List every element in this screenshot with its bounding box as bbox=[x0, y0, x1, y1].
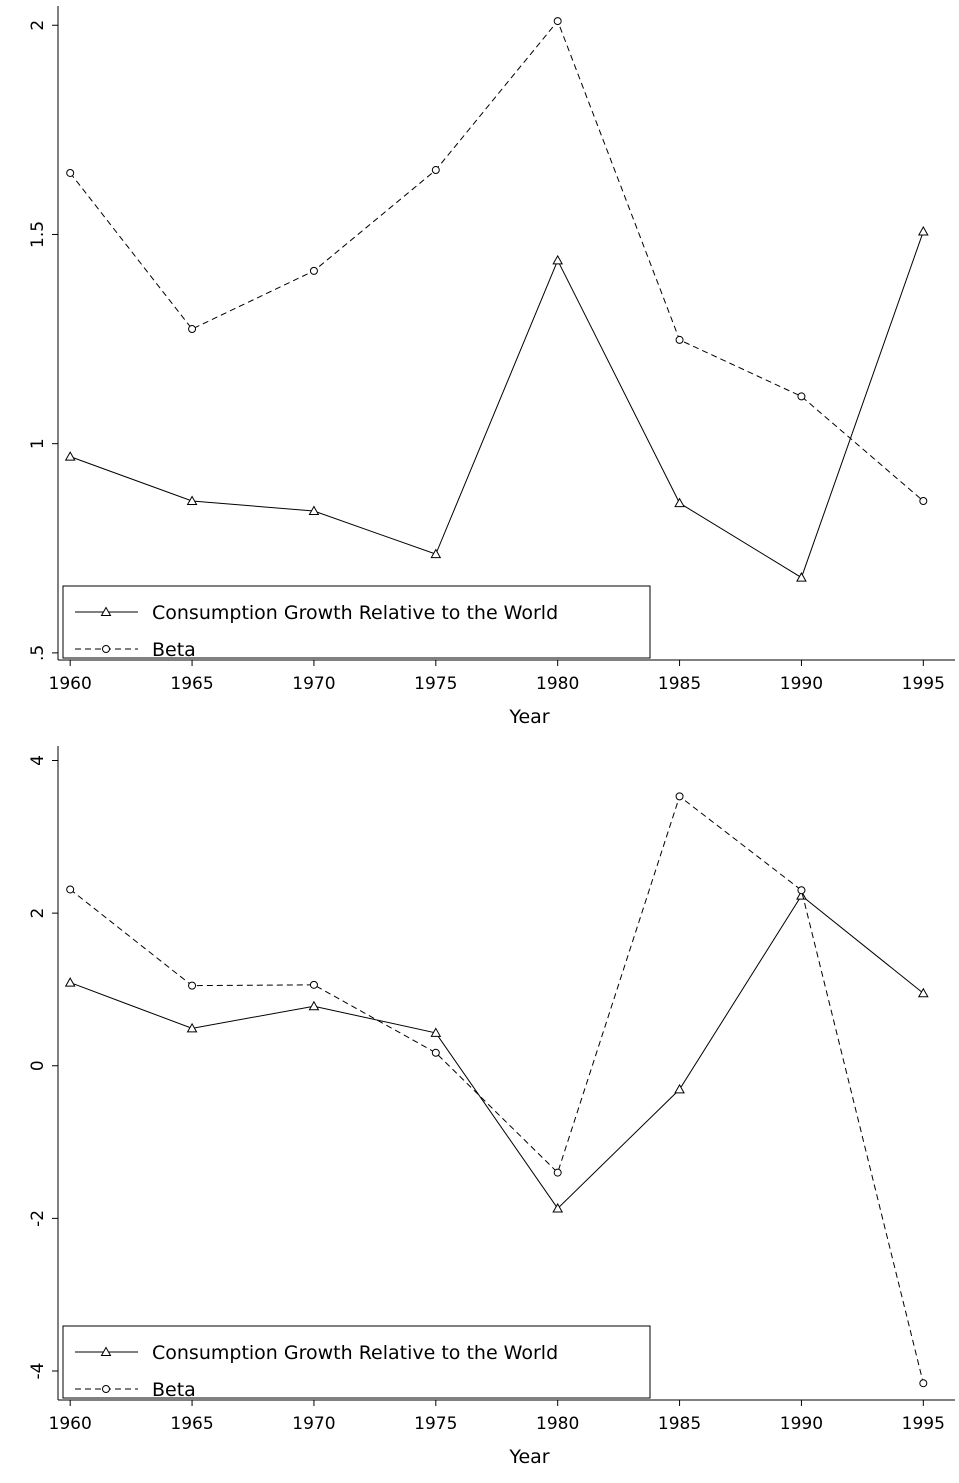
marker-triangle bbox=[430, 548, 442, 559]
marker-circle bbox=[919, 496, 928, 505]
x-tick-label: 1975 bbox=[414, 674, 457, 694]
marker-circle bbox=[797, 886, 806, 895]
marker-triangle bbox=[552, 1202, 564, 1213]
marker-circle bbox=[188, 325, 197, 334]
marker-circle bbox=[309, 980, 318, 989]
marker-triangle bbox=[308, 505, 320, 516]
marker-triangle bbox=[186, 1022, 198, 1033]
marker-circle bbox=[431, 1048, 440, 1057]
y-tick-label: 4 bbox=[28, 755, 48, 766]
marker-triangle bbox=[674, 497, 685, 508]
legend-box bbox=[62, 1325, 651, 1399]
chart-panel: -4 -2 0 2 4 1960 1965 1970 1975 1980 1985 1990 1995 Y… bbox=[28, 746, 955, 1468]
x-tick-label: 1980 bbox=[536, 674, 579, 694]
x-tick-label: 1970 bbox=[292, 674, 335, 694]
marker-circle bbox=[553, 1168, 562, 1177]
marker-triangle bbox=[100, 1346, 112, 1356]
y-tick-label: 1.5 bbox=[28, 221, 48, 248]
x-tick-label: 1965 bbox=[170, 1414, 213, 1434]
legend-box bbox=[62, 585, 651, 659]
x-tick-label: 1995 bbox=[902, 1414, 945, 1434]
marker-circle bbox=[797, 392, 806, 401]
x-tick-label: 1970 bbox=[292, 1414, 335, 1434]
marker-circle bbox=[102, 1385, 110, 1393]
marker-triangle bbox=[100, 606, 112, 616]
marker-circle bbox=[675, 792, 684, 801]
x-tick-label: 1965 bbox=[170, 674, 213, 694]
chart-panel: .5 1 1.5 2 1960 1965 1970 1975 1980 1985 1990 1995 Y… bbox=[28, 6, 955, 728]
x-axis-title: Year bbox=[508, 1446, 549, 1468]
y-tick-label: .5 bbox=[28, 645, 48, 661]
marker-circle bbox=[66, 168, 75, 177]
x-tick-label: 1985 bbox=[658, 1414, 701, 1434]
marker-triangle bbox=[552, 254, 564, 265]
marker-triangle bbox=[430, 1027, 442, 1037]
marker-triangle bbox=[674, 1083, 685, 1094]
x-tick-label: 1975 bbox=[414, 1414, 457, 1434]
x-tick-label: 1990 bbox=[780, 674, 823, 694]
marker-circle bbox=[553, 17, 562, 26]
marker-triangle bbox=[917, 987, 929, 998]
marker-triangle bbox=[186, 495, 198, 505]
x-tick-label: 1990 bbox=[780, 1414, 823, 1434]
legend-label: Consumption Growth Relative to the World bbox=[152, 602, 558, 624]
x-tick-label: 1985 bbox=[658, 674, 701, 694]
x-tick-label: 1960 bbox=[49, 1414, 92, 1434]
series-line bbox=[70, 231, 924, 579]
y-tick-label: 2 bbox=[28, 20, 48, 31]
marker-circle bbox=[431, 166, 440, 175]
y-tick-label: -2 bbox=[28, 1210, 48, 1227]
x-tick-label: 1980 bbox=[536, 1414, 579, 1434]
marker-circle bbox=[102, 645, 110, 653]
x-axis-title: Year bbox=[508, 706, 549, 728]
marker-circle bbox=[66, 885, 75, 894]
series-line bbox=[69, 795, 924, 1384]
marker-circle bbox=[309, 266, 318, 275]
marker-triangle bbox=[64, 977, 76, 987]
y-tick-label: 0 bbox=[28, 1060, 48, 1071]
marker-circle bbox=[188, 981, 197, 990]
marker-triangle bbox=[64, 451, 76, 461]
marker-circle bbox=[675, 335, 684, 344]
series-line bbox=[69, 20, 924, 502]
marker-triangle bbox=[917, 226, 929, 236]
x-tick-label: 1995 bbox=[902, 674, 945, 694]
series-line bbox=[70, 894, 924, 1210]
legend-label: Beta bbox=[152, 1379, 196, 1401]
legend-label: Consumption Growth Relative to the World bbox=[152, 1342, 558, 1364]
marker-circle bbox=[919, 1379, 928, 1388]
legend-label: Beta bbox=[152, 639, 196, 661]
x-tick-label: 1960 bbox=[49, 674, 92, 694]
marker-triangle bbox=[796, 890, 807, 900]
marker-triangle bbox=[308, 1000, 320, 1011]
y-tick-label: -4 bbox=[28, 1363, 48, 1380]
y-tick-label: 2 bbox=[28, 908, 48, 919]
marker-triangle bbox=[796, 572, 807, 582]
y-tick-label: 1 bbox=[28, 438, 48, 449]
